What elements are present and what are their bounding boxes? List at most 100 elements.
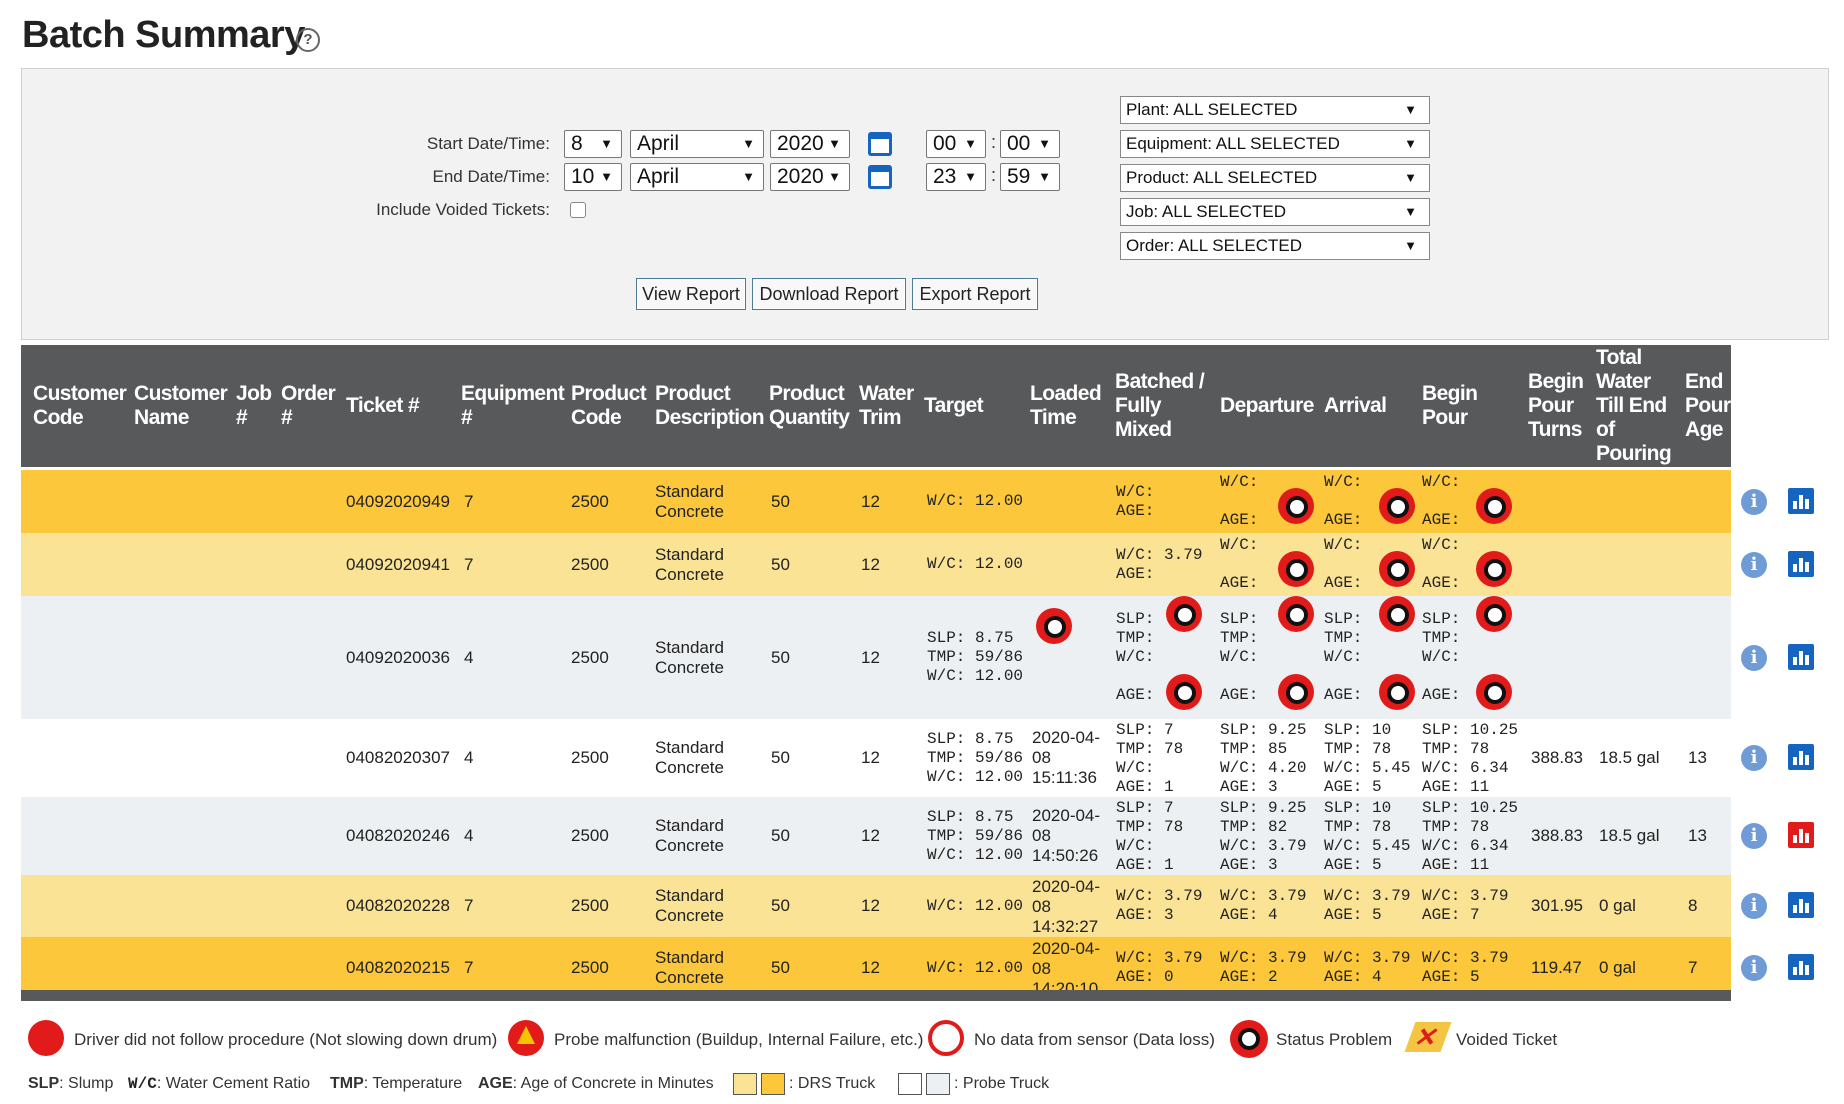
download-report-button[interactable]: Download Report (752, 278, 906, 310)
info-icon[interactable]: i (1741, 823, 1767, 849)
ticket-number: 04082020215 (346, 958, 451, 977)
start-month-value: April (637, 132, 680, 155)
column-header-line: Trim (859, 406, 902, 429)
column-header-line: Till End (1596, 394, 1667, 417)
column-header[interactable]: Departure (1220, 345, 1314, 467)
table-row: 04082020215 7 2500 Standard Concrete 50 12 W/C:… (21, 937, 1731, 999)
column-header[interactable]: Total Water Till End of Pouring (1596, 345, 1672, 467)
water-trim: 12 (861, 958, 880, 977)
end-hour-select[interactable]: 23 ▼ (926, 163, 986, 191)
order-select[interactable]: Order: ALL SELECTED ▼ (1120, 232, 1430, 260)
end-date-label: End Date/Time: (432, 167, 550, 186)
end-minute-select[interactable]: 59 ▼ (1000, 163, 1060, 191)
start-minute-select[interactable]: 00 ▼ (1000, 130, 1060, 158)
slp-desc: : Slump (59, 1075, 114, 1092)
chart-icon[interactable] (1788, 954, 1814, 980)
column-header[interactable]: Water Trim (859, 345, 914, 467)
column-header[interactable]: Arrival (1324, 345, 1387, 467)
product-code: 2500 (571, 826, 609, 845)
equipment-number: 7 (464, 554, 474, 574)
column-header[interactable]: Job # (236, 345, 272, 467)
include-voided-checkbox[interactable] (570, 202, 586, 218)
end-day-value: 10 (571, 165, 595, 188)
chart-icon[interactable] (1788, 550, 1814, 577)
product-select[interactable]: Product: ALL SELECTED ▼ (1120, 164, 1430, 192)
probe-swatch-white (898, 1073, 922, 1095)
column-header[interactable]: Begin Pour Turns (1528, 345, 1584, 467)
info-icon[interactable]: i (1741, 893, 1767, 919)
status-problem-icon (1476, 596, 1512, 632)
column-header-line: Arrival (1324, 394, 1387, 417)
column-header[interactable]: End Pour Age (1685, 345, 1731, 467)
start-year-value: 2020 (777, 132, 824, 155)
water-trim: 12 (861, 554, 880, 574)
column-header[interactable]: Customer Name (134, 345, 228, 467)
column-header[interactable]: Product Quantity (769, 345, 850, 467)
end-pour-age: 13 (1688, 748, 1707, 767)
batched-values: W/C: AGE: (1116, 482, 1155, 520)
batched-values: SLP: TMP: W/C: AGE: (1116, 610, 1155, 704)
product-description: Standard Concrete (655, 545, 724, 585)
equipment-select[interactable]: Equipment: ALL SELECTED ▼ (1120, 130, 1430, 158)
loaded-time: 2020-04- 08 14:32:27 (1032, 877, 1101, 936)
info-icon[interactable]: i (1741, 488, 1767, 515)
info-icon[interactable]: i (1741, 745, 1767, 771)
column-header[interactable]: Ticket # (346, 345, 420, 467)
export-report-button[interactable]: Export Report (912, 278, 1038, 310)
end-day-select[interactable]: 10 ▼ (564, 163, 622, 191)
column-header[interactable]: Customer Code (33, 345, 127, 467)
chart-icon[interactable] (1788, 643, 1814, 670)
column-header[interactable]: Equipment # (461, 345, 565, 467)
end-year-select[interactable]: 2020 ▼ (770, 163, 850, 191)
chart-icon[interactable] (1788, 822, 1814, 848)
info-icon[interactable]: i (1741, 551, 1767, 578)
view-report-button[interactable]: View Report (636, 278, 746, 310)
end-calendar-icon[interactable] (868, 165, 892, 189)
chart-icon[interactable] (1788, 487, 1814, 514)
help-icon[interactable]: ? (296, 28, 320, 52)
start-hour-select[interactable]: 00 ▼ (926, 130, 986, 158)
column-header[interactable]: Begin Pour (1422, 345, 1478, 467)
status-problem-icon (1036, 608, 1072, 644)
column-header[interactable]: Loaded Time (1030, 345, 1102, 467)
column-header[interactable]: Product Code (571, 345, 647, 467)
chart-icon[interactable] (1788, 744, 1814, 770)
job-select[interactable]: Job: ALL SELECTED ▼ (1120, 198, 1430, 226)
column-header[interactable]: Order # (281, 345, 336, 467)
voided-ticket-icon: ✕ (1404, 1022, 1452, 1052)
arrival-values: SLP: 10 TMP: 78 W/C: 5.45 AGE: 5 (1324, 721, 1411, 796)
column-header[interactable]: Batched / Fully Mixed (1115, 345, 1205, 467)
start-month-select[interactable]: April ▼ (630, 130, 764, 158)
product-description: Standard Concrete (655, 948, 724, 988)
product-code: 2500 (571, 647, 609, 667)
start-calendar-icon[interactable] (868, 132, 892, 156)
table-row: 04082020228 7 2500 Standard Concrete 50 12 W/C:… (21, 875, 1731, 937)
age-key: AGE (478, 1075, 513, 1092)
start-day-select[interactable]: 8 ▼ (564, 130, 622, 158)
table-row: 04092020941 7 2500 Standard Concrete 50 12 W/C:… (21, 533, 1731, 596)
arrival-values: W/C: 3.79 AGE: 4 (1324, 949, 1411, 986)
column-header-line: Departure (1220, 394, 1314, 417)
start-year-select[interactable]: 2020 ▼ (770, 130, 850, 158)
end-month-select[interactable]: April ▼ (630, 163, 764, 191)
product-description: Standard Concrete (655, 738, 724, 778)
column-header[interactable]: Product Description (655, 345, 765, 467)
product-code: 2500 (571, 748, 609, 767)
product-quantity: 50 (771, 958, 790, 977)
chart-icon[interactable] (1788, 892, 1814, 918)
status-problem-icon (1379, 674, 1415, 710)
info-icon[interactable]: i (1741, 644, 1767, 671)
column-header[interactable]: Target (924, 345, 984, 467)
arrival-values: W/C: AGE: (1324, 536, 1363, 592)
legend-probe-truck: : Probe Truck (954, 1075, 1050, 1092)
column-header-line: Code (33, 406, 84, 429)
product-description: Standard Concrete (655, 816, 724, 856)
plant-select[interactable]: Plant: ALL SELECTED ▼ (1120, 96, 1430, 124)
arrival-values: SLP: 10 TMP: 78 W/C: 5.45 AGE: 5 (1324, 799, 1411, 874)
column-header-line: Batched / (1115, 370, 1205, 393)
column-header-line: # (236, 406, 248, 429)
equipment-number: 4 (464, 826, 474, 845)
info-icon[interactable]: i (1741, 955, 1767, 981)
legend-driver: Driver did not follow procedure (Not slo… (74, 1030, 498, 1049)
table-footer-bar (21, 990, 1731, 1001)
